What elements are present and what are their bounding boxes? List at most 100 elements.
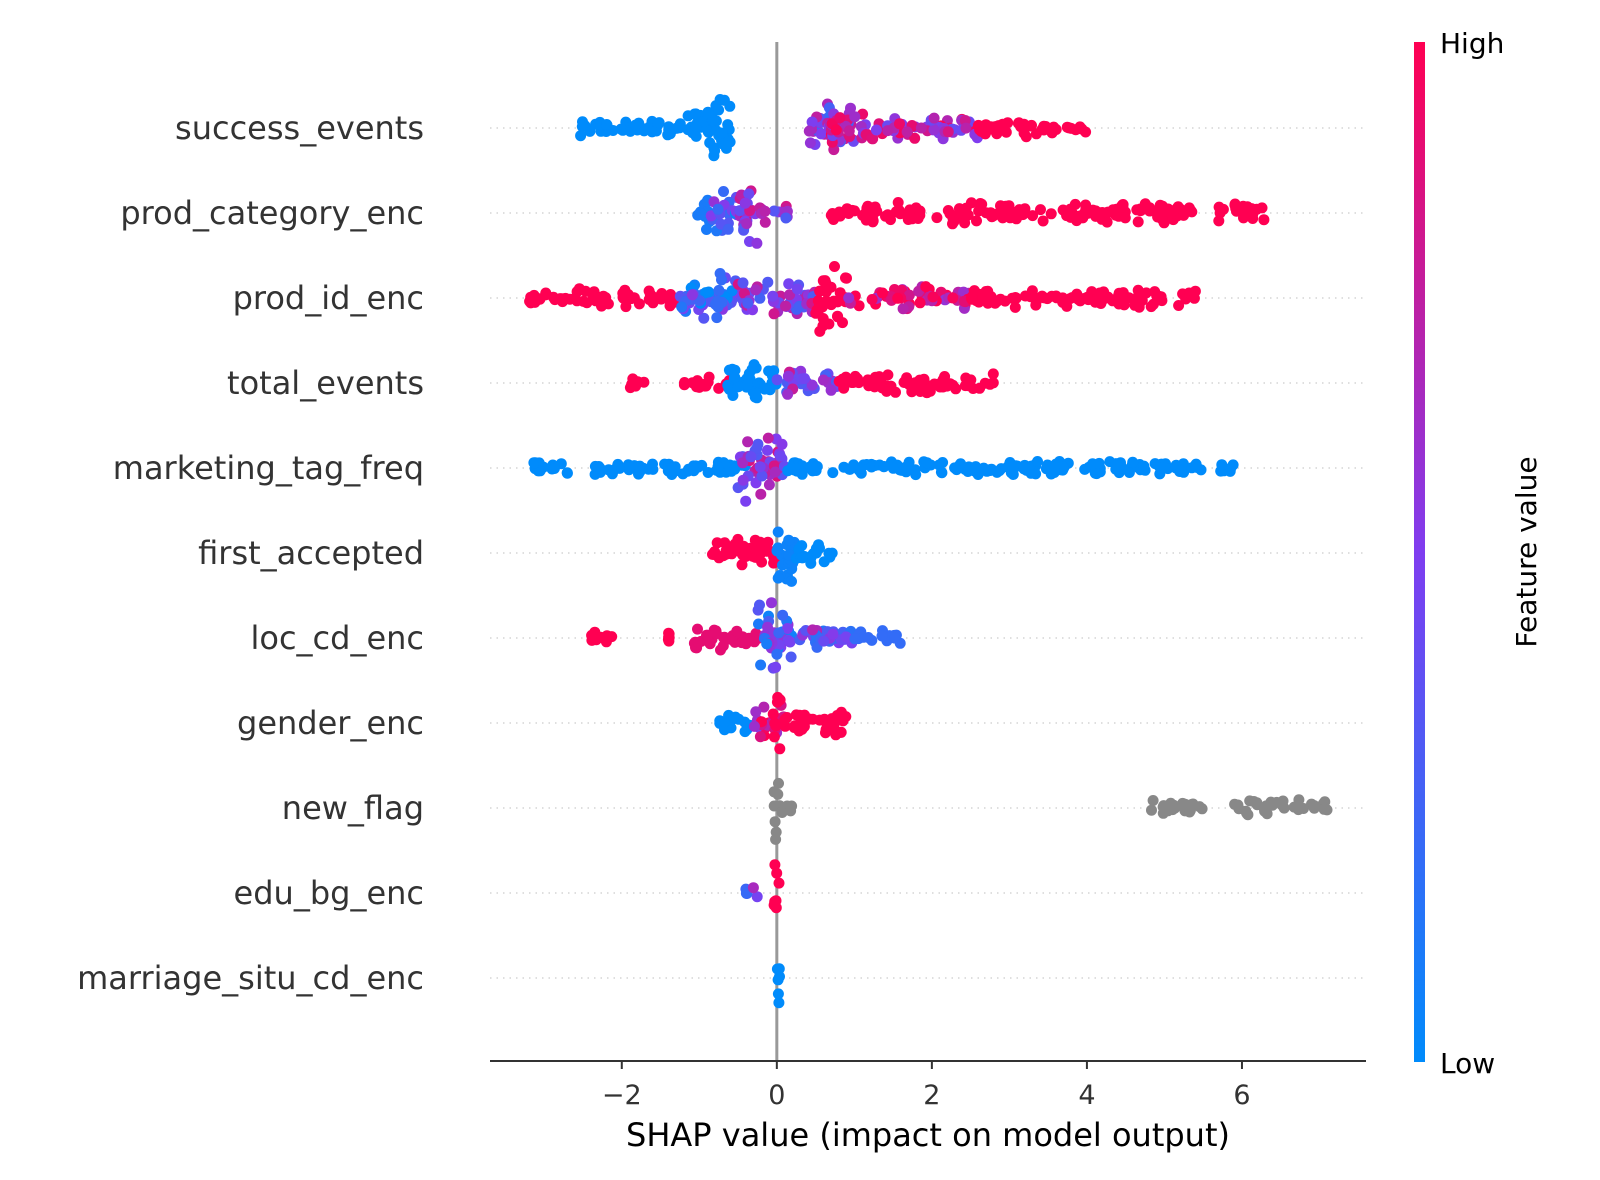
shap-dot-marketing_tag_freq — [786, 462, 797, 474]
shap-dot-success_events — [894, 118, 905, 130]
feature-label-new_flag: new_flag — [282, 789, 424, 827]
shap-dot-marketing_tag_freq — [1079, 463, 1091, 475]
shap-dot-prod_category_enc — [1119, 212, 1131, 224]
shap-dot-prod_id_enc — [1057, 296, 1069, 308]
shap-dot-prod_category_enc — [718, 186, 729, 197]
colorbar-high-label: High — [1440, 27, 1504, 60]
shap-dot-prod_category_enc — [1178, 209, 1190, 221]
shap-dot-first_accepted — [796, 540, 808, 552]
shap-dot-total_events — [782, 370, 794, 382]
shap-dot-edu_bg_enc — [747, 882, 759, 894]
shap-dot-marketing_tag_freq — [528, 457, 540, 469]
shap-dot-success_events — [704, 137, 716, 149]
shap-dot-total_events — [700, 380, 712, 392]
shap-dot-prod_id_enc — [920, 281, 932, 293]
shap-dot-success_events — [804, 137, 816, 149]
shap-dot-first_accepted — [824, 551, 836, 563]
shap-dot-marketing_tag_freq — [756, 470, 768, 482]
shap-dot-first_accepted — [736, 559, 748, 571]
shap-dot-first_accepted — [810, 547, 822, 559]
shap-dot-success_events — [915, 122, 927, 134]
shap-dot-first_accepted — [738, 540, 749, 552]
shap-dot-marketing_tag_freq — [761, 444, 773, 456]
feature-dots-marketing_tag_freq — [528, 432, 1239, 507]
shap-dot-prod_id_enc — [750, 284, 762, 296]
shap-dot-prod_id_enc — [1173, 300, 1185, 311]
shap-dot-prod_id_enc — [817, 313, 829, 324]
shap-dot-prod_category_enc — [931, 212, 943, 224]
shap-dot-prod_id_enc — [1009, 301, 1021, 313]
shap-dot-total_events — [959, 380, 971, 392]
shap-dot-prod_category_enc — [1035, 204, 1046, 216]
shap-dot-marketing_tag_freq — [647, 463, 659, 475]
shap-dot-loc_cd_enc — [766, 597, 777, 609]
shap-dot-loc_cd_enc — [589, 626, 601, 638]
shap-dot-prod_id_enc — [754, 292, 766, 304]
shap-dot-marketing_tag_freq — [1224, 465, 1236, 477]
shap-dot-prod_id_enc — [710, 298, 721, 310]
shap-dot-gender_enc — [750, 706, 762, 718]
shap-dot-prod_id_enc — [768, 308, 780, 320]
shap-dot-total_events — [901, 372, 913, 384]
feature-label-success_events: success_events — [175, 109, 424, 147]
shap-dot-prod_id_enc — [1117, 292, 1129, 304]
shap-dot-success_events — [882, 125, 894, 137]
shap-dot-prod_id_enc — [737, 277, 749, 289]
shap-dot-loc_cd_enc — [600, 636, 612, 648]
feature-label-prod_category_enc: prod_category_enc — [120, 194, 424, 232]
shap-dot-prod_category_enc — [743, 188, 755, 200]
feature-label-edu_bg_enc: edu_bg_enc — [234, 874, 424, 912]
shap-dot-prod_id_enc — [557, 296, 568, 308]
shap-dot-loc_cd_enc — [755, 659, 767, 671]
shap-dot-prod_id_enc — [662, 293, 674, 305]
shap-dot-marketing_tag_freq — [561, 467, 573, 479]
shap-dot-prod_id_enc — [947, 292, 959, 304]
shap-dot-prod_category_enc — [1238, 212, 1249, 224]
shap-dot-prod_id_enc — [914, 297, 926, 309]
shap-dot-new_flag — [1261, 801, 1273, 813]
shap-dot-marketing_tag_freq — [811, 461, 823, 472]
feature-dots-prod_category_enc — [692, 185, 1270, 249]
shap-dot-first_accepted — [719, 537, 731, 549]
shap-dot-gender_enc — [835, 726, 847, 738]
shap-dot-prod_id_enc — [1030, 299, 1042, 311]
colorbar-low-label: Low — [1440, 1047, 1495, 1080]
shap-dot-success_events — [1000, 126, 1012, 138]
shap-dot-marketing_tag_freq — [729, 463, 741, 475]
shap-dot-gender_enc — [779, 714, 791, 726]
shap-dot-prod_id_enc — [832, 310, 843, 322]
shap-dot-total_events — [679, 377, 690, 388]
shap-dot-success_events — [707, 114, 719, 126]
shap-dot-prod_id_enc — [698, 312, 710, 324]
shap-dot-loc_cd_enc — [702, 629, 713, 641]
shap-dot-loc_cd_enc — [731, 625, 743, 637]
shap-dot-marketing_tag_freq — [688, 465, 700, 477]
shap-dot-loc_cd_enc — [818, 635, 830, 647]
shap-dot-marketing_tag_freq — [610, 463, 622, 475]
shap-dot-marketing_tag_freq — [776, 438, 788, 450]
shap-dot-prod_id_enc — [841, 272, 852, 284]
shap-dot-loc_cd_enc — [693, 637, 704, 648]
shap-dot-prod_category_enc — [712, 203, 724, 215]
shap-dot-new_flag — [776, 807, 788, 818]
shap-dot-loc_cd_enc — [784, 636, 796, 648]
shap-dot-prod_id_enc — [620, 301, 632, 313]
feature-labels: success_events prod_category_enc prod_id_e… — [77, 109, 424, 997]
shap-dot-first_accepted — [772, 526, 784, 538]
feature-dots-edu_bg_enc — [740, 859, 785, 914]
shap-dot-marriage_situ_cd_enc — [773, 997, 785, 1009]
shap-dot-prod_category_enc — [953, 203, 965, 215]
x-tick-label: −2 — [602, 1080, 642, 1111]
shap-dot-prod_id_enc — [982, 285, 994, 297]
shap-dot-prod_category_enc — [894, 208, 906, 220]
shap-dot-marketing_tag_freq — [755, 488, 767, 500]
shap-dot-prod_id_enc — [897, 303, 909, 315]
colorbar — [1414, 42, 1425, 1062]
feature-label-loc_cd_enc: loc_cd_enc — [250, 619, 424, 657]
shap-dot-success_events — [1065, 122, 1077, 134]
shap-dot-prod_id_enc — [1188, 292, 1200, 304]
shap-dot-first_accepted — [797, 552, 808, 564]
shap-dot-success_events — [709, 145, 721, 157]
shap-dot-marketing_tag_freq — [763, 479, 775, 491]
shap-dot-success_events — [664, 128, 676, 140]
